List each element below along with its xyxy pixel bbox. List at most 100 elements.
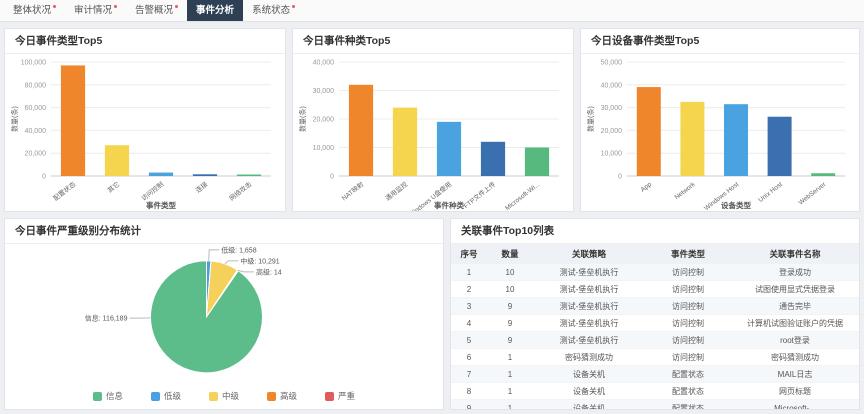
device-event-type-bar-chart: 0 10,000 20,000 30,000 40,000 50,000 数量(条) App N… — [581, 54, 859, 211]
severity-legend: 信息 低级 中级 高级 严重 — [5, 384, 443, 408]
bar-5 — [811, 173, 836, 176]
notification-dot-icon — [175, 5, 179, 9]
table-cell: 登录成功 — [731, 264, 859, 281]
table-cell: Microsoft-... — [731, 399, 859, 409]
notification-dot-icon — [292, 5, 296, 9]
table-cell: 设备关机 — [533, 365, 645, 383]
svg-text:20,000: 20,000 — [601, 128, 623, 135]
nav-tab-label: 审计情况 — [74, 5, 113, 16]
panel-title: 关联事件Top10列表 — [451, 219, 859, 244]
nav-tab-1[interactable]: 整体状况 — [4, 0, 65, 21]
svg-text:Unix Host: Unix Host — [757, 181, 784, 204]
svg-text:40,000: 40,000 — [601, 82, 623, 89]
bar-4 — [767, 116, 792, 176]
bar-4 — [480, 141, 506, 176]
legend-swatch-icon — [267, 391, 276, 401]
nav-tab-5[interactable]: 系统状态 — [243, 0, 304, 21]
pie-slice-信息 — [150, 260, 263, 374]
svg-text:FTP文件上传: FTP文件上传 — [462, 179, 498, 210]
bar-1 — [60, 65, 86, 176]
table-cell: MAIL日志 — [731, 365, 859, 383]
nav-tab-2[interactable]: 审计情况 — [65, 0, 126, 21]
table-row: 2 10 测试-堡垒机执行 访问控制 试图使用显式凭据登录 — [451, 280, 859, 298]
pie-label-line — [237, 269, 254, 273]
table-header-row: 序号 数量 关联策略 事件类型 关联事件名称 — [451, 244, 859, 264]
table-cell: 网页标题 — [731, 382, 859, 400]
table-cell: 设备关机 — [533, 399, 645, 409]
legend-item-信息[interactable]: 信息 — [92, 390, 123, 402]
table-cell: 7 — [451, 365, 487, 383]
table-cell: 1 — [487, 348, 533, 366]
pie-label: 高级: 14 — [256, 267, 282, 276]
table-cell: 2 — [451, 280, 487, 298]
panel-title: 今日事件严重级别分布统计 — [5, 219, 443, 244]
legend-item-中级[interactable]: 中级 — [208, 390, 239, 402]
table-row: 3 9 测试-堡垒机执行 访问控制 通告完毕 — [451, 297, 859, 315]
legend-swatch-icon — [208, 391, 218, 401]
legend-item-高级[interactable]: 高级 — [267, 390, 297, 402]
table-cell: 测试-堡垒机执行 — [533, 264, 645, 281]
column-header-4: 事件类型 — [645, 244, 731, 264]
svg-text:数量(条): 数量(条) — [586, 106, 595, 132]
bar-1 — [636, 87, 661, 176]
table-cell: 9 — [487, 297, 533, 315]
table-cell: 8 — [451, 382, 487, 400]
legend-label: 信息 — [105, 391, 123, 401]
table-cell: 密码猜测成功 — [533, 348, 645, 366]
svg-text:数量(条): 数量(条) — [10, 106, 19, 132]
table-cell: 设备关机 — [533, 382, 645, 400]
device-event-type-top5-svg: 0 10,000 20,000 30,000 40,000 50,000 数量(条) App N… — [586, 60, 845, 211]
bar-3 — [436, 121, 462, 176]
table-cell: 3 — [451, 297, 487, 315]
svg-text:WebServer: WebServer — [798, 181, 828, 207]
notification-dot-icon — [114, 5, 118, 9]
table-cell: 访问控制 — [645, 297, 731, 315]
svg-text:0: 0 — [42, 174, 46, 181]
bar-5 — [236, 174, 262, 176]
svg-text:30,000: 30,000 — [313, 88, 335, 95]
table-row: 8 1 设备关机 配置状态 网页标题 — [451, 382, 859, 400]
legend-label: 中级 — [221, 391, 239, 401]
nav-tab-label: 系统状态 — [252, 5, 291, 16]
table-cell: root登录 — [731, 331, 859, 349]
legend-item-严重[interactable]: 严重 — [325, 390, 355, 402]
table-cell: 9 — [487, 314, 533, 332]
table-cell: 1 — [487, 365, 533, 383]
table-cell: 访问控制 — [645, 314, 731, 332]
bar-4 — [192, 174, 218, 176]
pie-label: 低级: 1,658 — [221, 245, 257, 254]
svg-text:100,000: 100,000 — [21, 60, 46, 67]
legend-item-低级[interactable]: 低级 — [150, 390, 181, 402]
table-row: 9 1 设备关机 配置状态 Microsoft-... — [451, 399, 859, 409]
pie-label: 信息: 116,189 — [85, 314, 128, 323]
nav-tab-4[interactable]: 事件分析 — [187, 0, 244, 21]
event-type-bar-chart: 0 20,000 40,000 60,000 80,000 100,000 数量(条) 配置状… — [5, 54, 285, 211]
column-header-5: 关联事件名称 — [731, 244, 859, 264]
svg-text:10,000: 10,000 — [313, 145, 335, 152]
bar-5 — [524, 147, 550, 176]
table-cell: 访问控制 — [645, 331, 731, 349]
svg-text:30,000: 30,000 — [601, 105, 623, 112]
table-cell: 9 — [487, 331, 533, 349]
table-cell: 计算机试图验证账户的凭据 — [731, 314, 859, 332]
legend-label: 低级 — [163, 391, 181, 401]
svg-text:通用监控: 通用监控 — [383, 179, 409, 202]
bar-3 — [148, 172, 174, 176]
table-cell: 配置状态 — [645, 399, 731, 409]
table-cell: 1 — [487, 382, 533, 400]
nav-tab-3[interactable]: 告警概况 — [126, 0, 187, 21]
table-row: 5 9 测试-堡垒机执行 访问控制 root登录 — [451, 331, 859, 349]
svg-text:Microsoft-Wi...: Microsoft-Wi... — [504, 181, 541, 212]
table-cell: 配置状态 — [645, 382, 731, 400]
svg-text:80,000: 80,000 — [25, 82, 47, 89]
svg-text:配置状态: 配置状态 — [51, 179, 77, 202]
panel-event-kind-top5: 今日事件种类Top5 0 10,000 20,000 30,000 40,000 数量(条… — [292, 28, 574, 212]
svg-text:60,000: 60,000 — [25, 105, 47, 112]
legend-swatch-icon — [150, 391, 160, 401]
table-cell: 测试-堡垒机执行 — [533, 297, 645, 315]
legend-swatch-icon — [325, 391, 335, 401]
table-row: 1 10 测试-堡垒机执行 访问控制 登录成功 — [451, 264, 859, 281]
legend-label: 严重 — [338, 391, 356, 401]
correlation-table-wrap: 序号 数量 关联策略 事件类型 关联事件名称 1 10 测试-堡垒机执行 访问控制 登录成功 2 10… — [451, 244, 859, 409]
